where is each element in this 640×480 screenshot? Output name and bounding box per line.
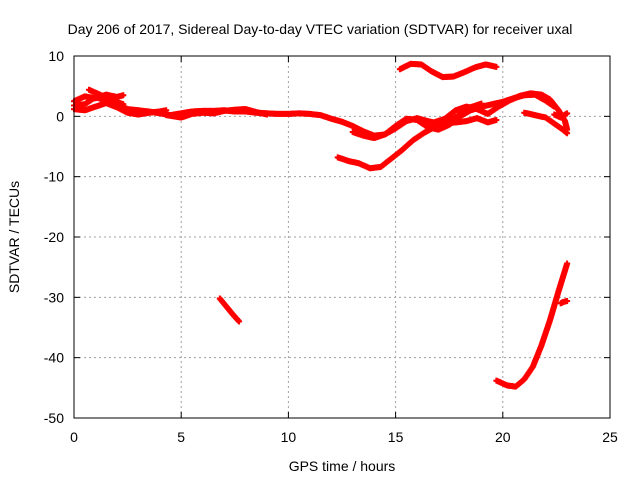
series-track-5 [163,106,270,121]
x-axis-label: GPS time / hours [289,458,396,474]
series-track-4 [86,86,127,108]
data-point [263,111,270,118]
series-track-9 [521,109,571,137]
y-tick-label: -20 [44,229,64,245]
series-track-7 [334,115,500,172]
series-track-11 [396,60,500,81]
y-tick-label: -30 [44,289,64,305]
x-tick-label: 10 [281,429,297,445]
y-tick-label: -50 [44,410,64,426]
series-track-3 [71,100,170,118]
data-point [493,63,500,70]
ticks: 0 5 10 15 20 25 -50 -40 -30 -20 -10 0 10 [44,48,618,445]
data-point [564,260,571,267]
x-tick-label: 15 [388,429,404,445]
data-point [493,116,500,123]
y-tick-label: -10 [44,169,64,185]
data-point [120,92,127,99]
y-axis-label: SDTVAR / TECUs [6,181,22,293]
data-point [236,318,243,325]
series-track-14 [557,297,571,307]
data-point [120,101,127,108]
series-track-13 [493,260,571,390]
series-track-12 [216,295,243,325]
data-point [564,130,571,137]
y-tick-label: 0 [56,108,64,124]
data-point [564,110,571,117]
chart-title: Day 206 of 2017, Sidereal Day-to-day VTE… [68,21,573,37]
x-tick-label: 5 [177,429,185,445]
x-tick-label: 20 [495,429,511,445]
series-track-10 [551,110,571,121]
x-tick-label: 0 [70,429,78,445]
data-point [564,297,571,304]
series-track-8 [431,90,571,133]
y-tick-label: 10 [48,48,64,64]
x-tick-label: 25 [602,429,618,445]
y-tick-label: -40 [44,350,64,366]
data-points [71,60,571,390]
